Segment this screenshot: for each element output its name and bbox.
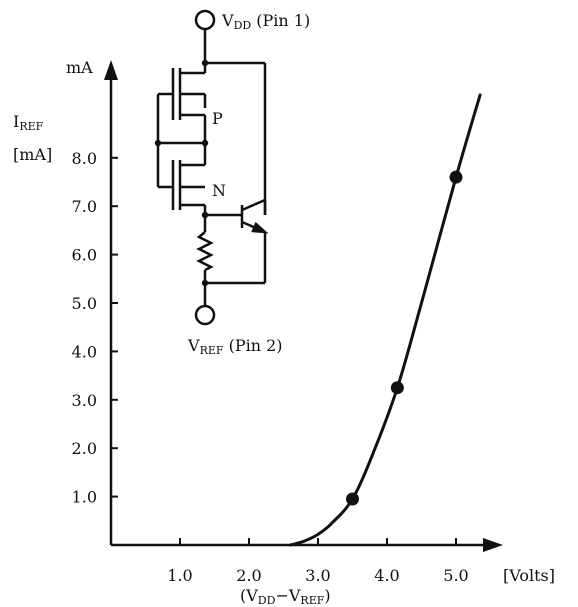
- series-points: [346, 170, 463, 506]
- x-axis-label-close: ): [324, 586, 330, 605]
- vdd-terminal: [194, 9, 216, 31]
- resistor: [196, 215, 214, 283]
- circuit-schematic: [154, 9, 269, 326]
- y-ticks: 1.0 2.0 3.0 4.0 5.0 6.0 7.0 8.0: [72, 149, 118, 507]
- nmos-transistor: [158, 143, 207, 215]
- vref-terminal: [194, 304, 216, 326]
- y-axis-label-main: I: [13, 112, 19, 131]
- pmos-transistor: [158, 63, 207, 143]
- y-tick-label: 7.0: [72, 197, 97, 216]
- y-tick-label: 2.0: [72, 439, 97, 458]
- series-line: [288, 93, 482, 547]
- x-tick-label: 3.0: [305, 566, 330, 585]
- x-axis-unit: [Volts]: [503, 566, 555, 585]
- x-tick-label: 5.0: [443, 566, 468, 585]
- y-axis-arrow: [104, 60, 118, 80]
- y-axis-label: IREF: [13, 112, 44, 133]
- x-ticks: 1.0 2.0 3.0 4.0 5.0: [167, 538, 469, 585]
- y-tick-label: 1.0: [72, 488, 97, 507]
- x-axis-label-minus: −V: [275, 586, 300, 605]
- x-axis-label-sub-ref: REF: [300, 594, 324, 607]
- x-axis-label-sub-dd: DD: [258, 594, 276, 607]
- x-tick-label: 4.0: [374, 566, 399, 585]
- p-label: P: [212, 109, 223, 128]
- bjt-transistor: [205, 198, 269, 283]
- vdd-label-v: V: [221, 11, 234, 30]
- axes: [104, 60, 503, 552]
- vdd-label-sub: DD: [234, 19, 252, 32]
- x-axis-label: (VDD−VREF): [240, 586, 331, 607]
- y-tick-label: 6.0: [72, 246, 97, 265]
- x-axis-arrow: [483, 538, 503, 552]
- y-tick-label: 8.0: [72, 149, 97, 168]
- y-tick-label: 3.0: [72, 391, 97, 410]
- y-axis-unit: mA: [66, 58, 93, 77]
- x-tick-label: 2.0: [236, 566, 261, 585]
- vref-label-v: V: [187, 336, 200, 355]
- vref-label: VREF (Pin 2): [187, 336, 283, 357]
- data-point: [346, 492, 359, 506]
- data-point: [390, 381, 404, 395]
- vdd-label: VDD (Pin 1): [221, 11, 310, 32]
- vref-label-pin: (Pin 2): [224, 336, 283, 355]
- x-axis-label-open: (V: [240, 586, 258, 605]
- vref-label-sub: REF: [200, 344, 224, 357]
- junction-dots: [154, 59, 209, 287]
- x-tick-label: 1.0: [167, 566, 192, 585]
- y-tick-label: 5.0: [72, 294, 97, 313]
- y-tick-label: 4.0: [72, 342, 97, 361]
- vdd-label-pin: (Pin 1): [251, 11, 310, 30]
- n-label: N: [212, 181, 226, 200]
- data-point: [449, 170, 463, 184]
- y-axis-label-unit: [mA]: [13, 145, 52, 164]
- y-axis-label-sub: REF: [19, 120, 43, 133]
